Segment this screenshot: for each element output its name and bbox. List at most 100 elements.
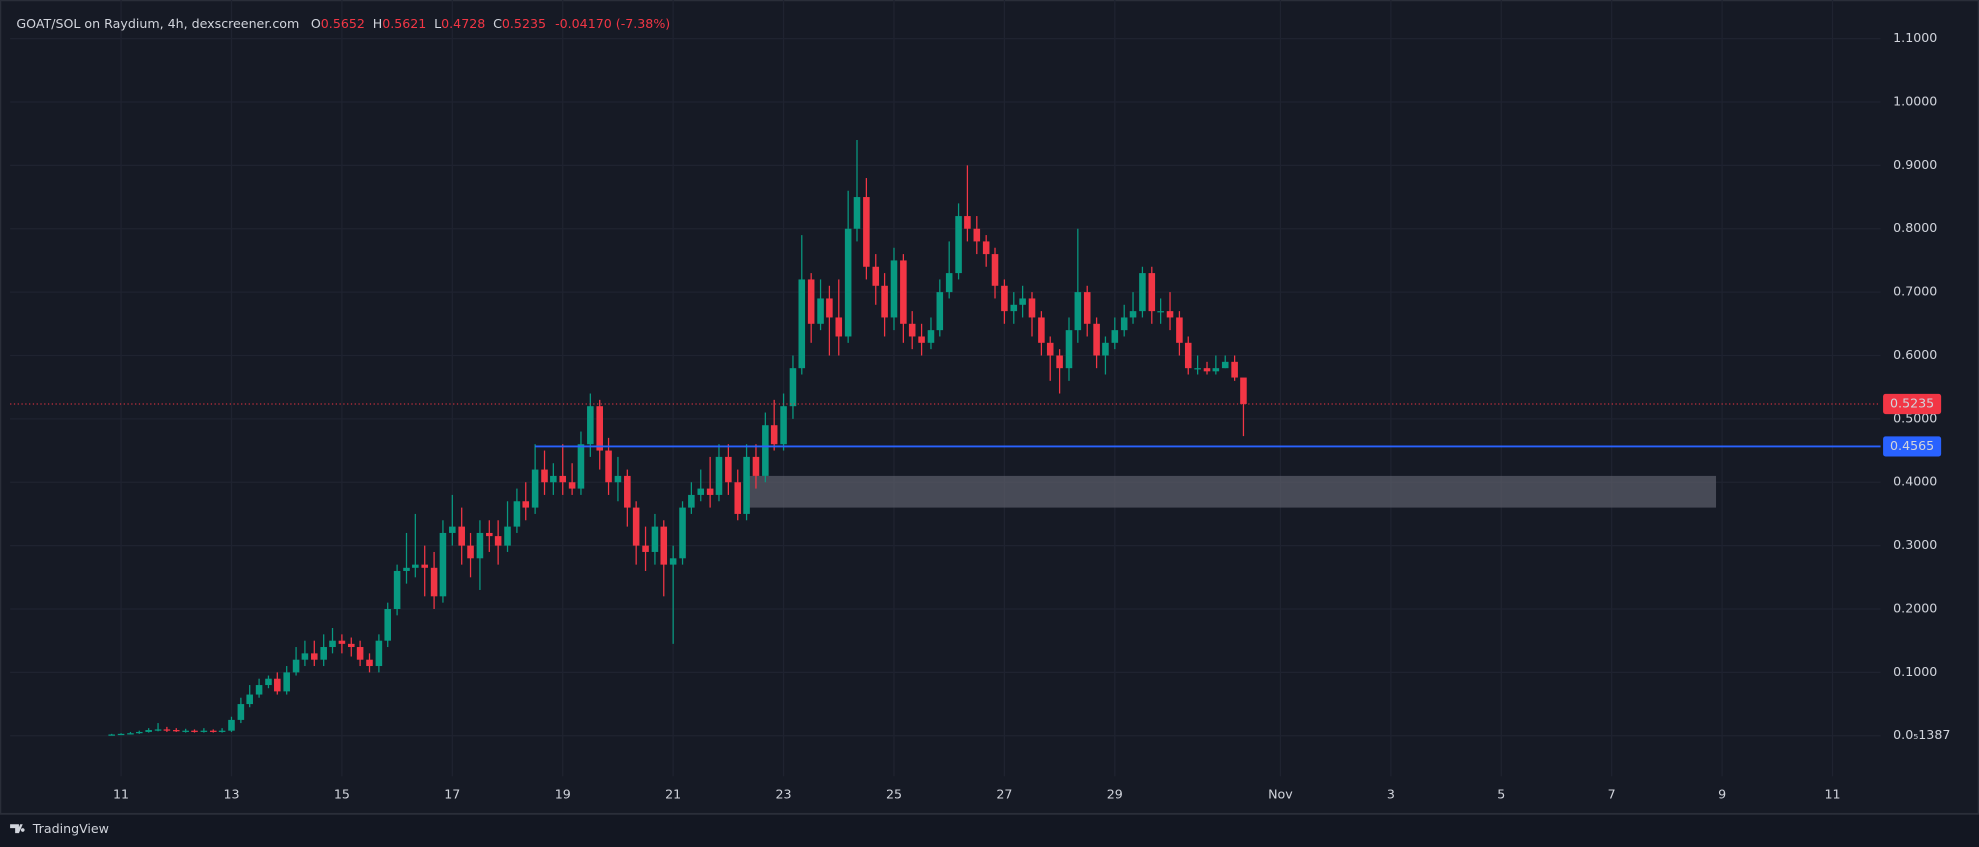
candle-body (255, 685, 263, 695)
candle-body (908, 323, 916, 337)
candle-body (706, 488, 714, 495)
candle-body (108, 734, 115, 736)
candle-body (679, 507, 686, 559)
candle-body (890, 260, 898, 318)
x-tick-label: 11 (1825, 787, 1841, 802)
y-tick-label: 0.1000 (1893, 664, 1937, 679)
chart-title: GOAT/SOL on Raydium, 4h, dexscreener.com (16, 15, 299, 30)
candle-body (541, 469, 548, 483)
candle-body (412, 564, 419, 568)
candle-body (1194, 368, 1201, 370)
candle-body (182, 730, 189, 732)
x-tick-label: 25 (886, 787, 902, 802)
ohlc-letter: H (373, 15, 382, 30)
y-tick-label: 0.6000 (1893, 347, 1937, 362)
candle-body (301, 653, 309, 660)
x-tick-label: 19 (555, 787, 571, 802)
x-tick-label: 7 (1608, 787, 1616, 802)
brand-name: TradingView (32, 821, 109, 836)
candle-body (660, 526, 668, 565)
ohlc-value: 0.4728 (441, 15, 485, 30)
candle-body (1111, 330, 1119, 343)
candle-body (237, 704, 245, 720)
candle-body (991, 254, 999, 286)
candle-body (1203, 368, 1211, 372)
candle-body (900, 260, 907, 324)
candle-body (632, 507, 640, 546)
candle-body (1221, 361, 1229, 369)
candle-body (1102, 342, 1109, 356)
candle-body (651, 526, 659, 552)
candle-body (596, 406, 604, 451)
candle-body (486, 532, 493, 537)
candle-body (1129, 311, 1137, 318)
candle-body (918, 336, 925, 343)
ohlc-value: 0.5621 (382, 15, 426, 30)
y-tick-label: 0.7000 (1893, 284, 1937, 299)
candle-body (945, 273, 953, 293)
candle-body (844, 228, 852, 337)
candle-body (1065, 330, 1073, 369)
candle-body (1148, 273, 1156, 312)
candle-body (1028, 298, 1036, 318)
ohlc-value: 0.5235 (502, 15, 546, 30)
candle-body (209, 730, 217, 732)
candle-body (1019, 298, 1026, 305)
candle-body (817, 298, 824, 324)
x-tick-label: 9 (1718, 787, 1726, 802)
candle-body (200, 730, 208, 732)
candle-body (117, 733, 125, 736)
candle-body (863, 197, 870, 267)
candle-body (568, 482, 576, 489)
candle-body (1166, 311, 1174, 318)
x-tick-label: 23 (776, 787, 792, 802)
candle-body (550, 475, 557, 483)
y-tick-label: 1.0000 (1893, 93, 1937, 108)
candle-body (1056, 355, 1063, 369)
plot (10, 140, 1881, 736)
candle-body (522, 501, 530, 508)
brand: TradingView (10, 821, 109, 836)
candle-body (982, 241, 990, 255)
x-tick-label: 29 (1107, 787, 1123, 802)
candle-body (329, 640, 336, 648)
candle-body (292, 659, 300, 673)
candle-body (697, 488, 705, 495)
candle-body (780, 406, 787, 445)
candle-body (1074, 292, 1082, 331)
candle-body (127, 733, 134, 735)
candle-body (1083, 292, 1091, 324)
candle-body (145, 730, 152, 732)
candle-body (770, 425, 778, 445)
candle-body (439, 532, 447, 597)
candle-body (1139, 273, 1146, 312)
candle-body (853, 197, 861, 229)
zone (747, 475, 1717, 508)
candle-body (1184, 342, 1192, 369)
candle-body (228, 719, 235, 731)
candle-body (531, 469, 539, 508)
x-tick-label: 21 (665, 787, 681, 802)
candle-body (826, 298, 833, 318)
x-tick-label: 27 (996, 787, 1012, 802)
y-tick-label: 1.1000 (1893, 30, 1937, 45)
change: -0.04170 (-7.38%) (555, 15, 670, 30)
candle-body (1093, 323, 1100, 356)
y-tick-label: 0.5000 (1893, 410, 1937, 425)
ohlc-letter: L (434, 15, 441, 30)
candle-body (320, 647, 327, 660)
candle-body (964, 216, 971, 229)
y-tick-label: 0.0₅1387 (1893, 727, 1950, 742)
x-tick-label: 3 (1387, 787, 1395, 802)
candle-body (1240, 377, 1247, 404)
candle-body (798, 279, 806, 369)
candle-body (1038, 317, 1045, 343)
ohlc-value: 0.5652 (321, 15, 365, 30)
candle-body (1001, 285, 1008, 312)
candle-body (936, 292, 944, 331)
candle-body (605, 450, 612, 483)
last-price-label: 0.5235 (1890, 395, 1934, 410)
candle-body (955, 216, 962, 274)
candle-body (1231, 361, 1238, 378)
